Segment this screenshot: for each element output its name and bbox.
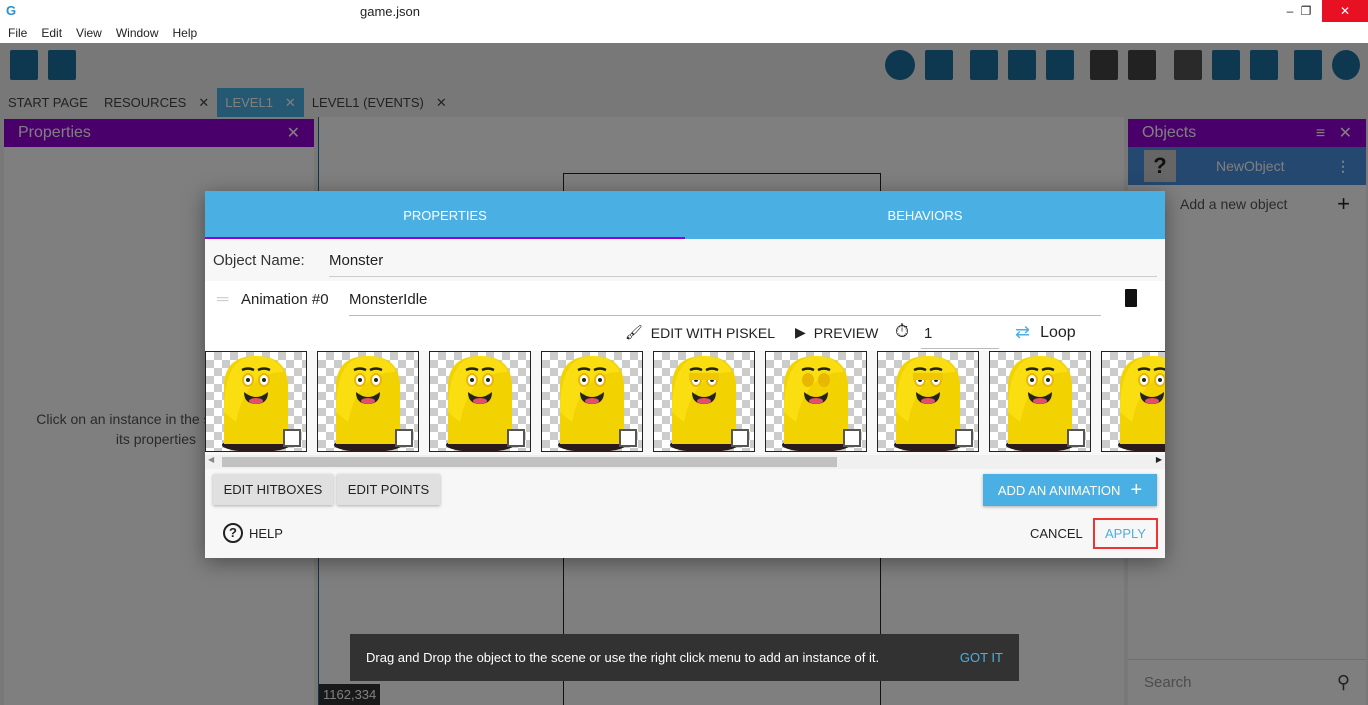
got-it-button[interactable]: GOT IT	[959, 650, 1003, 665]
monster-sprite	[670, 356, 749, 451]
button-label: ADD AN ANIMATION	[997, 482, 1121, 498]
animation-name-field[interactable]: MonsterIdle	[349, 285, 1101, 316]
dialog-tabs: PROPERTIES BEHAVIORS	[205, 191, 1165, 239]
animation-frame[interactable]	[877, 351, 979, 452]
timer-icon: ⏱	[895, 321, 910, 341]
animation-frame[interactable]	[989, 351, 1091, 452]
menu-view[interactable]: View	[76, 25, 102, 40]
brush-icon: 🖌	[625, 324, 643, 340]
object-editor-dialog: PROPERTIES BEHAVIORS Object Name: Monste…	[205, 191, 1165, 558]
active-tab-indicator	[205, 237, 685, 239]
menu-window[interactable]: Window	[115, 25, 159, 40]
help-button[interactable]: ? HELP	[223, 523, 283, 543]
object-name-field[interactable]: Monster	[329, 245, 1157, 277]
monster-sprite	[1118, 356, 1165, 451]
window-title: game.json	[360, 4, 420, 19]
monster-sprite	[558, 356, 637, 451]
frames-scrollbar[interactable]: ◀ ▶	[205, 455, 1165, 469]
snackbar-message: Drag and Drop the object to the scene or…	[366, 650, 880, 665]
play-icon: ▶	[795, 324, 806, 340]
animation-frame[interactable]	[541, 351, 643, 452]
tab-properties[interactable]: PROPERTIES	[403, 207, 487, 223]
edit-hitboxes-button[interactable]: EDIT HITBOXES	[213, 474, 333, 505]
button-label: EDIT WITH PISKEL	[650, 324, 775, 341]
button-label: PREVIEW	[813, 324, 879, 341]
animation-frame[interactable]	[1101, 351, 1165, 452]
maximize-button[interactable]: ❐	[1300, 4, 1312, 18]
tab-behaviors[interactable]: BEHAVIORS	[887, 207, 963, 223]
menu-bar: File Edit View Window Help	[0, 22, 1368, 43]
monster-sprite	[894, 356, 973, 451]
edit-points-button[interactable]: EDIT POINTS	[337, 474, 440, 505]
loop-label: Loop	[1040, 323, 1076, 341]
app-logo-icon: G	[6, 3, 17, 18]
animation-frame[interactable]	[317, 351, 419, 452]
animation-label: Animation #0	[241, 291, 329, 308]
scroll-left-icon[interactable]: ◀	[208, 455, 215, 464]
monster-sprite	[1006, 356, 1085, 451]
animation-frame[interactable]	[765, 351, 867, 452]
help-icon: ?	[223, 523, 243, 543]
animation-section	[205, 281, 1165, 351]
loop-icon: ⇄	[1015, 322, 1031, 342]
frame-time-field[interactable]: 1	[921, 321, 999, 349]
monster-sprite	[446, 356, 525, 451]
menu-edit[interactable]: Edit	[41, 25, 63, 40]
monster-sprite	[222, 356, 301, 451]
minimize-button[interactable]: –	[1286, 4, 1294, 18]
close-window-button[interactable]: ✕	[1322, 0, 1368, 22]
plus-icon: +	[1130, 478, 1143, 501]
button-label: HELP	[249, 525, 283, 541]
animation-frame[interactable]	[653, 351, 755, 452]
loop-toggle[interactable]: ⇄ Loop	[1015, 322, 1076, 343]
drag-handle-icon[interactable]: ═	[217, 291, 229, 308]
scrollbar-thumb[interactable]	[222, 457, 837, 467]
monster-sprite	[334, 356, 413, 451]
monster-sprite	[782, 356, 861, 451]
apply-button[interactable]: APPLY	[1093, 518, 1158, 549]
cancel-button[interactable]: CANCEL	[1030, 526, 1083, 541]
menu-help[interactable]: Help	[172, 25, 198, 40]
preview-button[interactable]: ▶ PREVIEW	[795, 324, 878, 341]
animation-frame[interactable]	[205, 351, 307, 452]
snackbar: Drag and Drop the object to the scene or…	[350, 634, 1019, 681]
animation-frame[interactable]	[429, 351, 531, 452]
add-animation-button[interactable]: ADD AN ANIMATION +	[983, 474, 1157, 506]
object-name-label: Object Name:	[213, 252, 305, 269]
edit-with-piskel-button[interactable]: 🖌 EDIT WITH PISKEL	[625, 324, 775, 341]
scroll-right-icon[interactable]: ▶	[1155, 455, 1162, 464]
menu-file[interactable]: File	[8, 25, 28, 40]
title-bar: G game.json – ❐ ✕	[0, 0, 1368, 22]
delete-animation-icon[interactable]	[1125, 289, 1137, 307]
